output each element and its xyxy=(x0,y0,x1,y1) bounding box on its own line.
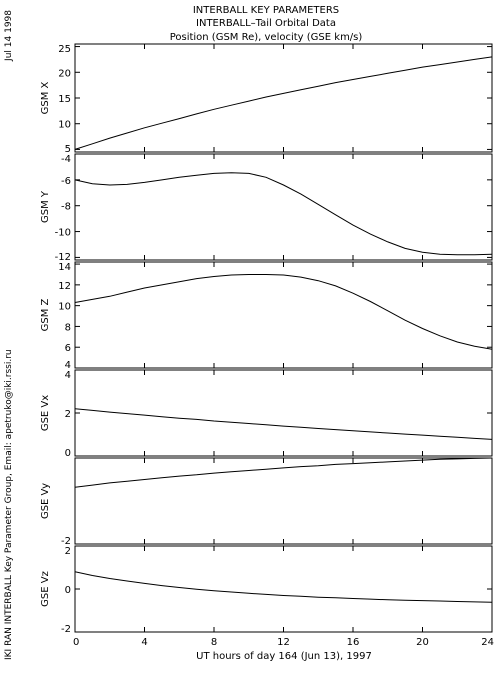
y-tick-label: 20 xyxy=(58,68,71,79)
y-tick-label: -2 xyxy=(61,624,71,635)
series-line-gsm-x xyxy=(74,56,493,150)
header-line-1: INTERBALL KEY PARAMETERS xyxy=(193,5,339,16)
y-tick-label: 8 xyxy=(65,322,71,333)
series-line-gsm-y xyxy=(74,172,493,256)
x-tick-label: 0 xyxy=(73,637,79,648)
side-date-label: Jul 14 1998 xyxy=(4,10,14,62)
y-tick-label: 2 xyxy=(65,546,71,557)
panel-frame-gsm-z xyxy=(74,261,493,369)
y-axis-label-gse-vy: GSE Vy xyxy=(40,483,51,519)
y-tick-label: 12 xyxy=(58,281,71,292)
x-tick-label: 20 xyxy=(416,637,429,648)
x-tick-label: 24 xyxy=(481,637,494,648)
y-axis-label-gsm-x: GSM X xyxy=(40,81,51,114)
y-tick-label: 5 xyxy=(65,144,71,155)
panel-frame-gsm-y xyxy=(74,153,493,261)
y-tick-label: -12 xyxy=(55,252,71,263)
x-tick-label: 8 xyxy=(211,637,217,648)
y-tick-label: -4 xyxy=(61,154,71,165)
series-line-gse-vx xyxy=(74,408,493,440)
y-tick-label: 6 xyxy=(65,343,71,354)
panel-frame-gsm-x xyxy=(74,43,493,153)
series-line-gse-vz xyxy=(74,571,493,603)
header-line-3: Position (GSM Re), velocity (GSE km/s) xyxy=(170,32,363,43)
y-tick-label: 10 xyxy=(58,120,71,131)
y-axis-label-gse-vx: GSE Vx xyxy=(40,395,51,431)
panel-frame-gse-vz xyxy=(74,545,493,633)
series-line-gsm-z xyxy=(74,274,493,350)
series-line-gse-vy xyxy=(74,457,493,488)
y-axis-label-gsm-y: GSM Y xyxy=(40,190,51,223)
y-tick-label: 25 xyxy=(58,44,71,55)
y-tick-label: -2 xyxy=(61,536,71,547)
y-tick-label: -10 xyxy=(55,228,71,239)
y-axis-label-gse-vz: GSE Vz xyxy=(40,571,51,607)
panel-frame-gse-vx xyxy=(74,369,493,457)
y-tick-label: -8 xyxy=(61,202,71,213)
x-axis-label: UT hours of day 164 (Jun 13), 1997 xyxy=(196,651,372,662)
y-tick-label: 4 xyxy=(65,370,71,381)
y-tick-label: 2 xyxy=(65,409,71,420)
side-credit-label: IKI RAN INTERBALL Key Parameter Group, E… xyxy=(4,349,14,660)
y-tick-label: 15 xyxy=(58,94,71,105)
x-tick-label: 12 xyxy=(277,637,290,648)
y-tick-label: 0 xyxy=(65,585,71,596)
y-tick-label: -6 xyxy=(61,176,71,187)
y-axis-label-gsm-z: GSM Z xyxy=(40,298,51,331)
panel-frame-gse-vy xyxy=(74,457,493,545)
x-tick-label: 4 xyxy=(141,637,147,648)
y-tick-label: 0 xyxy=(65,448,71,459)
y-tick-label: 14 xyxy=(58,262,71,273)
header-line-2: INTERBALL–Tail Orbital Data xyxy=(196,18,336,29)
x-tick-label: 16 xyxy=(347,637,360,648)
y-tick-label: 4 xyxy=(65,360,71,371)
y-tick-label: 10 xyxy=(58,302,71,313)
